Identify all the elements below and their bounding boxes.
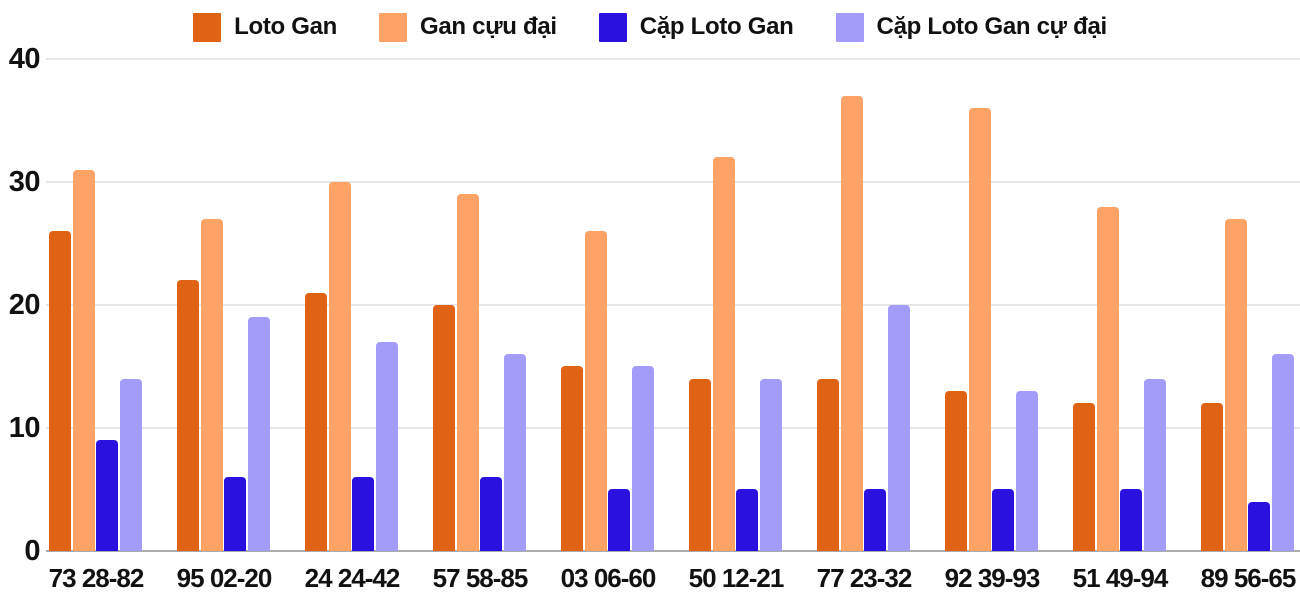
legend-label: Loto Gan [234,13,338,40]
bar-cap-loto-gan-cu-ai-03-06-60[interactable] [632,366,654,551]
gridline-y-20 [46,304,1300,306]
bar-gan-cuu-ai-92-39-93[interactable] [969,108,991,551]
bar-gan-cuu-ai-24-24-42[interactable] [329,182,351,551]
bar-loto-gan-50-12-21[interactable] [689,379,711,551]
bar-cap-loto-gan-cu-ai-95-02-20[interactable] [248,317,270,551]
x-category-label-89-56-65: 89 56-65 [1200,563,1297,593]
y-tick-label-30: 30 [8,166,41,198]
legend-item-cap-loto-gan-cu-ai[interactable]: Cặp Loto Gan cự đại [835,12,1108,42]
legend-item-gan-cuu-ai[interactable]: Gan cựu đại [379,12,557,42]
bar-cap-loto-gan-89-56-65[interactable] [1248,502,1270,551]
bar-cap-loto-gan-95-02-20[interactable] [224,477,246,551]
bar-loto-gan-57-58-85[interactable] [433,305,455,551]
x-category-label-51-49-94: 51 49-94 [1072,563,1169,593]
y-tick-label-20: 20 [8,289,41,321]
y-tick-label-0: 0 [24,535,40,567]
bar-cap-loto-gan-cu-ai-24-24-42[interactable] [376,342,398,551]
bar-cap-loto-gan-cu-ai-89-56-65[interactable] [1272,354,1294,551]
bar-loto-gan-03-06-60[interactable] [561,366,583,551]
legend-swatch-icon [379,12,408,42]
gridline-y-40 [46,58,1300,60]
legend-item-loto-gan[interactable]: Loto Gan [193,12,338,42]
gridline-y-30 [46,181,1300,183]
bar-loto-gan-77-23-32[interactable] [817,379,839,551]
bar-cap-loto-gan-cu-ai-77-23-32[interactable] [888,305,910,551]
bar-cap-loto-gan-92-39-93[interactable] [992,489,1014,551]
bar-gan-cuu-ai-03-06-60[interactable] [585,231,607,551]
bar-cap-loto-gan-03-06-60[interactable] [608,489,630,551]
bar-cap-loto-gan-24-24-42[interactable] [352,477,374,551]
bar-cap-loto-gan-73-28-82[interactable] [96,440,118,551]
x-category-label-50-12-21: 50 12-21 [688,563,785,593]
bar-cap-loto-gan-cu-ai-73-28-82[interactable] [120,379,142,551]
bar-gan-cuu-ai-51-49-94[interactable] [1097,207,1119,551]
bar-loto-gan-89-56-65[interactable] [1201,403,1223,551]
legend-item-cap-loto-gan[interactable]: Cặp Loto Gan [598,12,794,42]
x-category-label-57-58-85: 57 58-85 [432,563,529,593]
x-category-label-24-24-42: 24 24-42 [304,563,401,593]
bar-cap-loto-gan-cu-ai-92-39-93[interactable] [1016,391,1038,551]
chart-legend: Loto Gan Gan cựu đại Cặp Loto Gan Cặp Loto … [0,8,1300,46]
bar-loto-gan-95-02-20[interactable] [177,280,199,551]
bar-cap-loto-gan-cu-ai-51-49-94[interactable] [1144,379,1166,551]
bar-loto-gan-92-39-93[interactable] [945,391,967,551]
gridline-y-10 [46,427,1300,429]
x-category-label-95-02-20: 95 02-20 [176,563,273,593]
legend-swatch-icon [193,12,222,42]
x-category-label-77-23-32: 77 23-32 [816,563,913,593]
y-tick-label-10: 10 [8,412,41,444]
legend-swatch-icon [835,12,864,42]
bar-gan-cuu-ai-77-23-32[interactable] [841,96,863,551]
bar-cap-loto-gan-51-49-94[interactable] [1120,489,1142,551]
legend-label: Cặp Loto Gan cự đại [876,13,1108,40]
x-category-label-92-39-93: 92 39-93 [944,563,1041,593]
legend-swatch-icon [598,12,627,42]
bar-gan-cuu-ai-89-56-65[interactable] [1225,219,1247,551]
bar-loto-gan-73-28-82[interactable] [49,231,71,551]
legend-label: Cặp Loto Gan [639,13,794,40]
x-axis-line [46,550,1300,552]
bar-loto-gan-51-49-94[interactable] [1073,403,1095,551]
x-category-label-03-06-60: 03 06-60 [560,563,657,593]
bar-gan-cuu-ai-73-28-82[interactable] [73,170,95,551]
bar-cap-loto-gan-50-12-21[interactable] [736,489,758,551]
bar-gan-cuu-ai-57-58-85[interactable] [457,194,479,551]
bar-gan-cuu-ai-50-12-21[interactable] [713,157,735,551]
legend-label: Gan cựu đại [420,13,557,40]
bar-cap-loto-gan-cu-ai-50-12-21[interactable] [760,379,782,551]
bar-cap-loto-gan-cu-ai-57-58-85[interactable] [504,354,526,551]
bar-gan-cuu-ai-95-02-20[interactable] [201,219,223,551]
bar-loto-gan-24-24-42[interactable] [305,293,327,551]
x-category-label-73-28-82: 73 28-82 [48,563,145,593]
bar-cap-loto-gan-57-58-85[interactable] [480,477,502,551]
bar-cap-loto-gan-77-23-32[interactable] [864,489,886,551]
y-tick-label-40: 40 [8,43,41,75]
